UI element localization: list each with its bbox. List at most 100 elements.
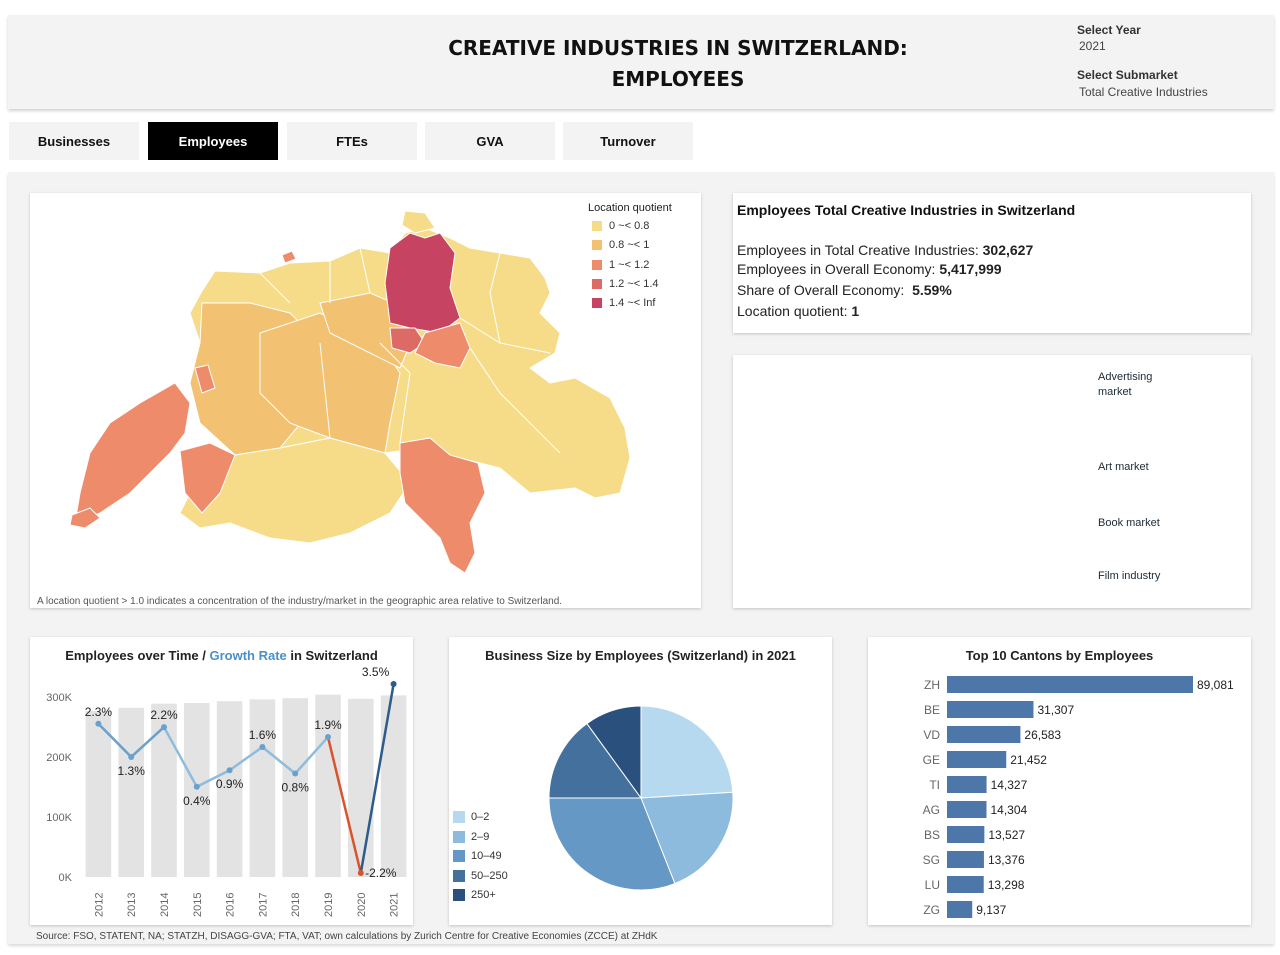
treemap-cell-architecture[interactable]: Architecture market bbox=[737, 490, 953, 603]
growth-rate-label: 2.3% bbox=[85, 705, 113, 719]
x-axis-tick-label: 2021 bbox=[389, 893, 401, 917]
treemap-cell-art[interactable]: Art market bbox=[1090, 451, 1194, 507]
treemap-cell-press[interactable]: Press market bbox=[953, 533, 1090, 603]
pie-legend-item[interactable]: 250+ bbox=[453, 889, 496, 901]
tab-gva[interactable]: GVA bbox=[425, 122, 555, 160]
canton-bar bbox=[947, 826, 985, 843]
map-legend-item[interactable]: 0 ~< 0.8 bbox=[592, 220, 649, 232]
employee-bar bbox=[380, 695, 407, 877]
pie-legend-item[interactable]: 50–250 bbox=[453, 870, 508, 882]
tab-ftes[interactable]: FTEs bbox=[287, 122, 417, 160]
treemap-cell-unlabeled[interactable] bbox=[1171, 361, 1247, 451]
tab-employees[interactable]: Employees bbox=[148, 122, 278, 160]
pie-slice bbox=[548, 797, 676, 891]
growth-rate-label: -2.2% bbox=[365, 866, 397, 880]
employee-bar bbox=[216, 701, 243, 877]
top-cantons-chart[interactable]: ZH 89,081 BE 31,307 VD 26,583 GE 21,452 TI 14,327… bbox=[868, 637, 1251, 925]
canton-label: ZH bbox=[924, 678, 940, 692]
canton-label: TI bbox=[929, 778, 940, 792]
growth-rate-segment bbox=[359, 683, 395, 874]
treemap-cell-unlabeled[interactable] bbox=[1194, 572, 1247, 603]
map-card: Location quotient 0 ~< 0.8 0.8 ~< 1 1 ~<… bbox=[30, 193, 701, 608]
growth-rate-point bbox=[259, 744, 266, 750]
canton-value-label: 13,376 bbox=[988, 853, 1025, 867]
canton-value-label: 14,304 bbox=[991, 803, 1028, 817]
x-axis-tick-label: 2016 bbox=[225, 893, 237, 917]
canton-label: GE bbox=[923, 753, 940, 767]
pie-slice bbox=[586, 705, 642, 800]
treemap-cell-design[interactable]: Design industry bbox=[953, 453, 1090, 533]
submarket-filter-select[interactable]: Total Creative Industries bbox=[1079, 85, 1208, 99]
employee-bar bbox=[249, 699, 276, 877]
stat-location-quotient: Location quotient: 1 bbox=[737, 303, 859, 319]
map-legend-label: 0.8 ~< 1 bbox=[609, 239, 650, 251]
tab-turnover[interactable]: Turnover bbox=[563, 122, 693, 160]
treemap-cell-software[interactable]: Software and games industry bbox=[737, 361, 953, 490]
map-region-ticino bbox=[399, 437, 486, 574]
x-axis-tick-label: 2012 bbox=[93, 893, 105, 917]
y-axis-tick-label: 0K bbox=[59, 872, 73, 884]
treemap-cell-film[interactable]: Film industry bbox=[1090, 560, 1194, 603]
legend-swatch bbox=[592, 298, 602, 308]
x-axis-tick-label: 2018 bbox=[290, 893, 302, 917]
growth-rate-segment bbox=[261, 746, 296, 775]
growth-rate-point bbox=[325, 734, 331, 741]
y-axis-tick-label: 200K bbox=[46, 752, 72, 764]
y-axis-tick-label: 100K bbox=[46, 812, 72, 824]
switzerland-map[interactable] bbox=[30, 193, 701, 608]
pie-legend-label: 10–49 bbox=[471, 850, 502, 862]
map-region-geneva bbox=[69, 507, 101, 529]
time-series-card: Employees over Time / Growth Rate in Swi… bbox=[30, 637, 413, 925]
map-legend-item[interactable]: 1.2 ~< 1.4 bbox=[592, 278, 659, 290]
canton-label: LU bbox=[925, 878, 940, 892]
treemap-cell-book[interactable]: Book market bbox=[1090, 507, 1194, 560]
treemap-cell-music[interactable]: Music industry bbox=[953, 361, 1090, 453]
map-legend-item[interactable]: 1.4 ~< Inf bbox=[592, 297, 655, 309]
treemap-cell-advertising[interactable]: Advertising market bbox=[1090, 361, 1171, 451]
growth-rate-point bbox=[292, 770, 299, 777]
legend-swatch bbox=[453, 811, 465, 823]
treemap: Software and games industry Architecture… bbox=[737, 361, 1247, 603]
legend-swatch bbox=[453, 889, 465, 901]
growth-rate-point bbox=[390, 681, 397, 687]
pie-legend-label: 0–2 bbox=[471, 811, 490, 823]
growth-rate-segment bbox=[228, 745, 264, 772]
canton-bar bbox=[947, 851, 984, 868]
year-filter-label: Select Year bbox=[1077, 23, 1141, 37]
treemap-cell-unlabeled[interactable] bbox=[1194, 524, 1247, 572]
x-axis-tick-label: 2014 bbox=[159, 893, 171, 917]
header-panel: CREATIVE INDUSTRIES IN SWITZERLAND: EMPL… bbox=[8, 15, 1274, 109]
pie-legend-item[interactable]: 10–49 bbox=[453, 850, 502, 862]
employees-time-chart[interactable]: 0K 100K 200K 300K 2012 2013 2014 2015 2016 2017 20… bbox=[30, 637, 413, 925]
pie-legend-item[interactable]: 0–2 bbox=[453, 811, 489, 823]
canton-value-label: 89,081 bbox=[1197, 678, 1234, 692]
growth-rate-segment bbox=[130, 726, 165, 758]
map-region-basel bbox=[281, 250, 297, 264]
employee-bar bbox=[348, 698, 374, 877]
map-legend-item[interactable]: 0.8 ~< 1 bbox=[592, 239, 649, 251]
pie-legend-label: 250+ bbox=[471, 889, 496, 901]
treemap-cell-unlabeled[interactable] bbox=[1194, 451, 1247, 524]
pie-legend-label: 50–250 bbox=[471, 870, 508, 882]
growth-rate-label: 2.2% bbox=[150, 708, 178, 722]
growth-rate-point bbox=[128, 753, 135, 760]
pie-legend-item[interactable]: 2–9 bbox=[453, 831, 489, 843]
map-region-schwyz bbox=[414, 322, 471, 369]
canton-bar bbox=[947, 901, 973, 918]
business-size-pie[interactable] bbox=[449, 637, 832, 925]
growth-rate-title: Growth Rate bbox=[209, 648, 287, 663]
canton-label: BS bbox=[924, 828, 940, 842]
map-legend-item[interactable]: 1 ~< 1.2 bbox=[592, 259, 649, 271]
tab-businesses[interactable]: Businesses bbox=[9, 122, 139, 160]
stat-label: Share of Overall Economy: bbox=[737, 282, 913, 298]
canton-value-label: 26,583 bbox=[1024, 728, 1061, 742]
growth-rate-point bbox=[193, 783, 200, 790]
employee-bar bbox=[184, 703, 210, 877]
year-filter-select[interactable]: 2021 bbox=[1079, 39, 1106, 53]
legend-swatch bbox=[592, 240, 602, 250]
time-series-title-suffix: in Switzerland bbox=[286, 648, 378, 663]
canton-bar bbox=[947, 676, 1193, 693]
page-title-line1: CREATIVE INDUSTRIES IN SWITZERLAND: bbox=[448, 36, 908, 60]
growth-rate-label: 1.3% bbox=[118, 764, 146, 778]
pie-slice bbox=[548, 722, 642, 799]
